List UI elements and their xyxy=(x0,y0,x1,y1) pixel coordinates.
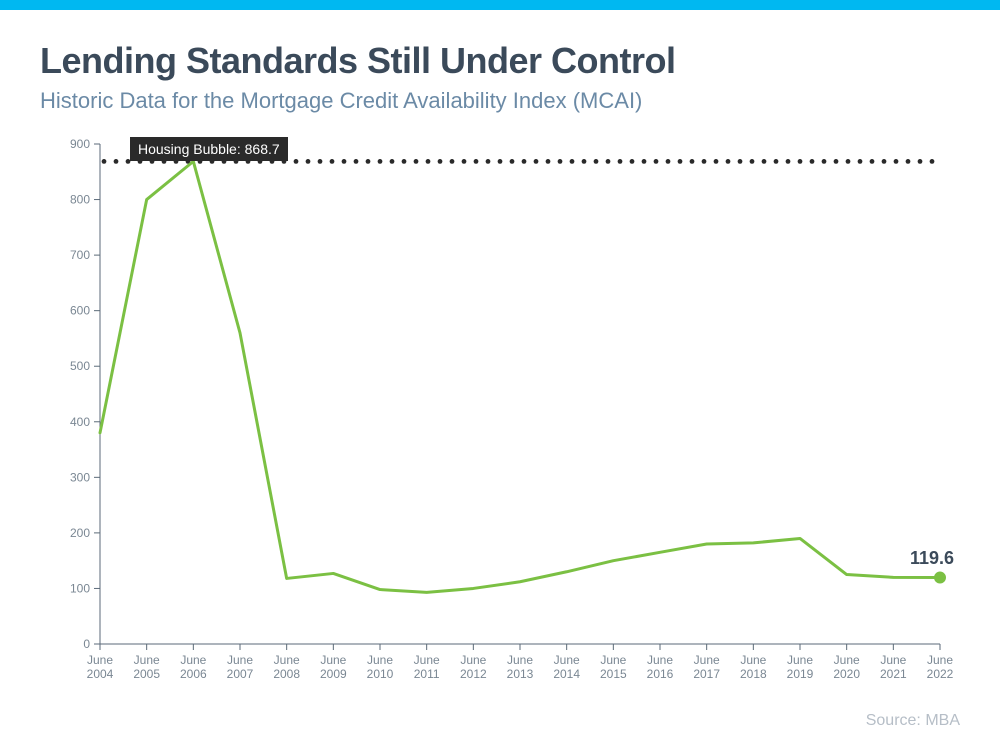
x-axis-tick-label-month: June xyxy=(600,653,626,667)
series-end-value-label: 119.6 xyxy=(910,548,954,569)
x-axis-tick-label-month: June xyxy=(647,653,673,667)
y-axis-tick-label: 200 xyxy=(70,526,90,540)
y-axis-tick-label: 800 xyxy=(70,193,90,207)
x-axis-tick-label-year: 2004 xyxy=(87,667,114,681)
x-axis-tick-label-year: 2007 xyxy=(227,667,254,681)
x-axis-tick-label-year: 2019 xyxy=(787,667,814,681)
x-axis-tick-label-month: June xyxy=(320,653,346,667)
y-axis-tick-label: 400 xyxy=(70,415,90,429)
y-axis-tick-label: 900 xyxy=(70,137,90,151)
x-axis-tick-label-month: June xyxy=(180,653,206,667)
x-axis-tick-label-month: June xyxy=(367,653,393,667)
x-axis-tick-label-year: 2014 xyxy=(553,667,580,681)
x-axis-tick-label-month: June xyxy=(414,653,440,667)
chart-subtitle: Historic Data for the Mortgage Credit Av… xyxy=(40,88,960,114)
y-axis-tick-label: 700 xyxy=(70,248,90,262)
x-axis-tick-label-month: June xyxy=(694,653,720,667)
y-axis-tick-label: 300 xyxy=(70,470,90,484)
y-axis-tick-label: 500 xyxy=(70,359,90,373)
x-axis-tick-label-year: 2021 xyxy=(880,667,907,681)
x-axis-tick-label-month: June xyxy=(274,653,300,667)
x-axis-tick-label-year: 2020 xyxy=(833,667,860,681)
x-axis-tick-label-year: 2017 xyxy=(693,667,720,681)
y-axis-tick-label: 0 xyxy=(83,637,90,651)
x-axis-tick-label-year: 2011 xyxy=(414,667,440,681)
x-axis-tick-label-year: 2012 xyxy=(460,667,487,681)
chart-source-attribution: Source: MBA xyxy=(0,712,1000,730)
x-axis-tick-label-month: June xyxy=(927,653,953,667)
x-axis-tick-label-year: 2016 xyxy=(647,667,674,681)
x-axis-tick-label-year: 2006 xyxy=(180,667,207,681)
mcai-line-series xyxy=(100,161,940,592)
x-axis-tick-label-year: 2008 xyxy=(273,667,300,681)
x-axis-tick-label-year: 2010 xyxy=(367,667,394,681)
chart-plot-area: 0100200300400500600700800900June2004June… xyxy=(40,134,960,694)
reference-line-label: Housing Bubble: 868.7 xyxy=(130,137,288,161)
y-axis-tick-label: 100 xyxy=(70,581,90,595)
x-axis-tick-label-year: 2022 xyxy=(927,667,954,681)
accent-top-bar xyxy=(0,0,1000,10)
series-end-marker xyxy=(934,572,946,584)
line-chart-svg: 0100200300400500600700800900June2004June… xyxy=(40,134,960,694)
chart-container: Lending Standards Still Under Control Hi… xyxy=(0,10,1000,704)
x-axis-tick-label-month: June xyxy=(554,653,580,667)
y-axis-tick-label: 600 xyxy=(70,304,90,318)
x-axis-tick-label-year: 2005 xyxy=(133,667,160,681)
x-axis-tick-label-year: 2013 xyxy=(507,667,534,681)
x-axis-tick-label-month: June xyxy=(134,653,160,667)
chart-title: Lending Standards Still Under Control xyxy=(40,40,960,82)
x-axis-tick-label-year: 2015 xyxy=(600,667,627,681)
x-axis-tick-label-month: June xyxy=(787,653,813,667)
x-axis-tick-label-month: June xyxy=(507,653,533,667)
x-axis-tick-label-month: June xyxy=(87,653,113,667)
x-axis-tick-label-month: June xyxy=(460,653,486,667)
x-axis-tick-label-month: June xyxy=(227,653,253,667)
x-axis-tick-label-month: June xyxy=(880,653,906,667)
x-axis-tick-label-month: June xyxy=(740,653,766,667)
x-axis-tick-label-year: 2018 xyxy=(740,667,767,681)
x-axis-tick-label-month: June xyxy=(834,653,860,667)
x-axis-tick-label-year: 2009 xyxy=(320,667,347,681)
